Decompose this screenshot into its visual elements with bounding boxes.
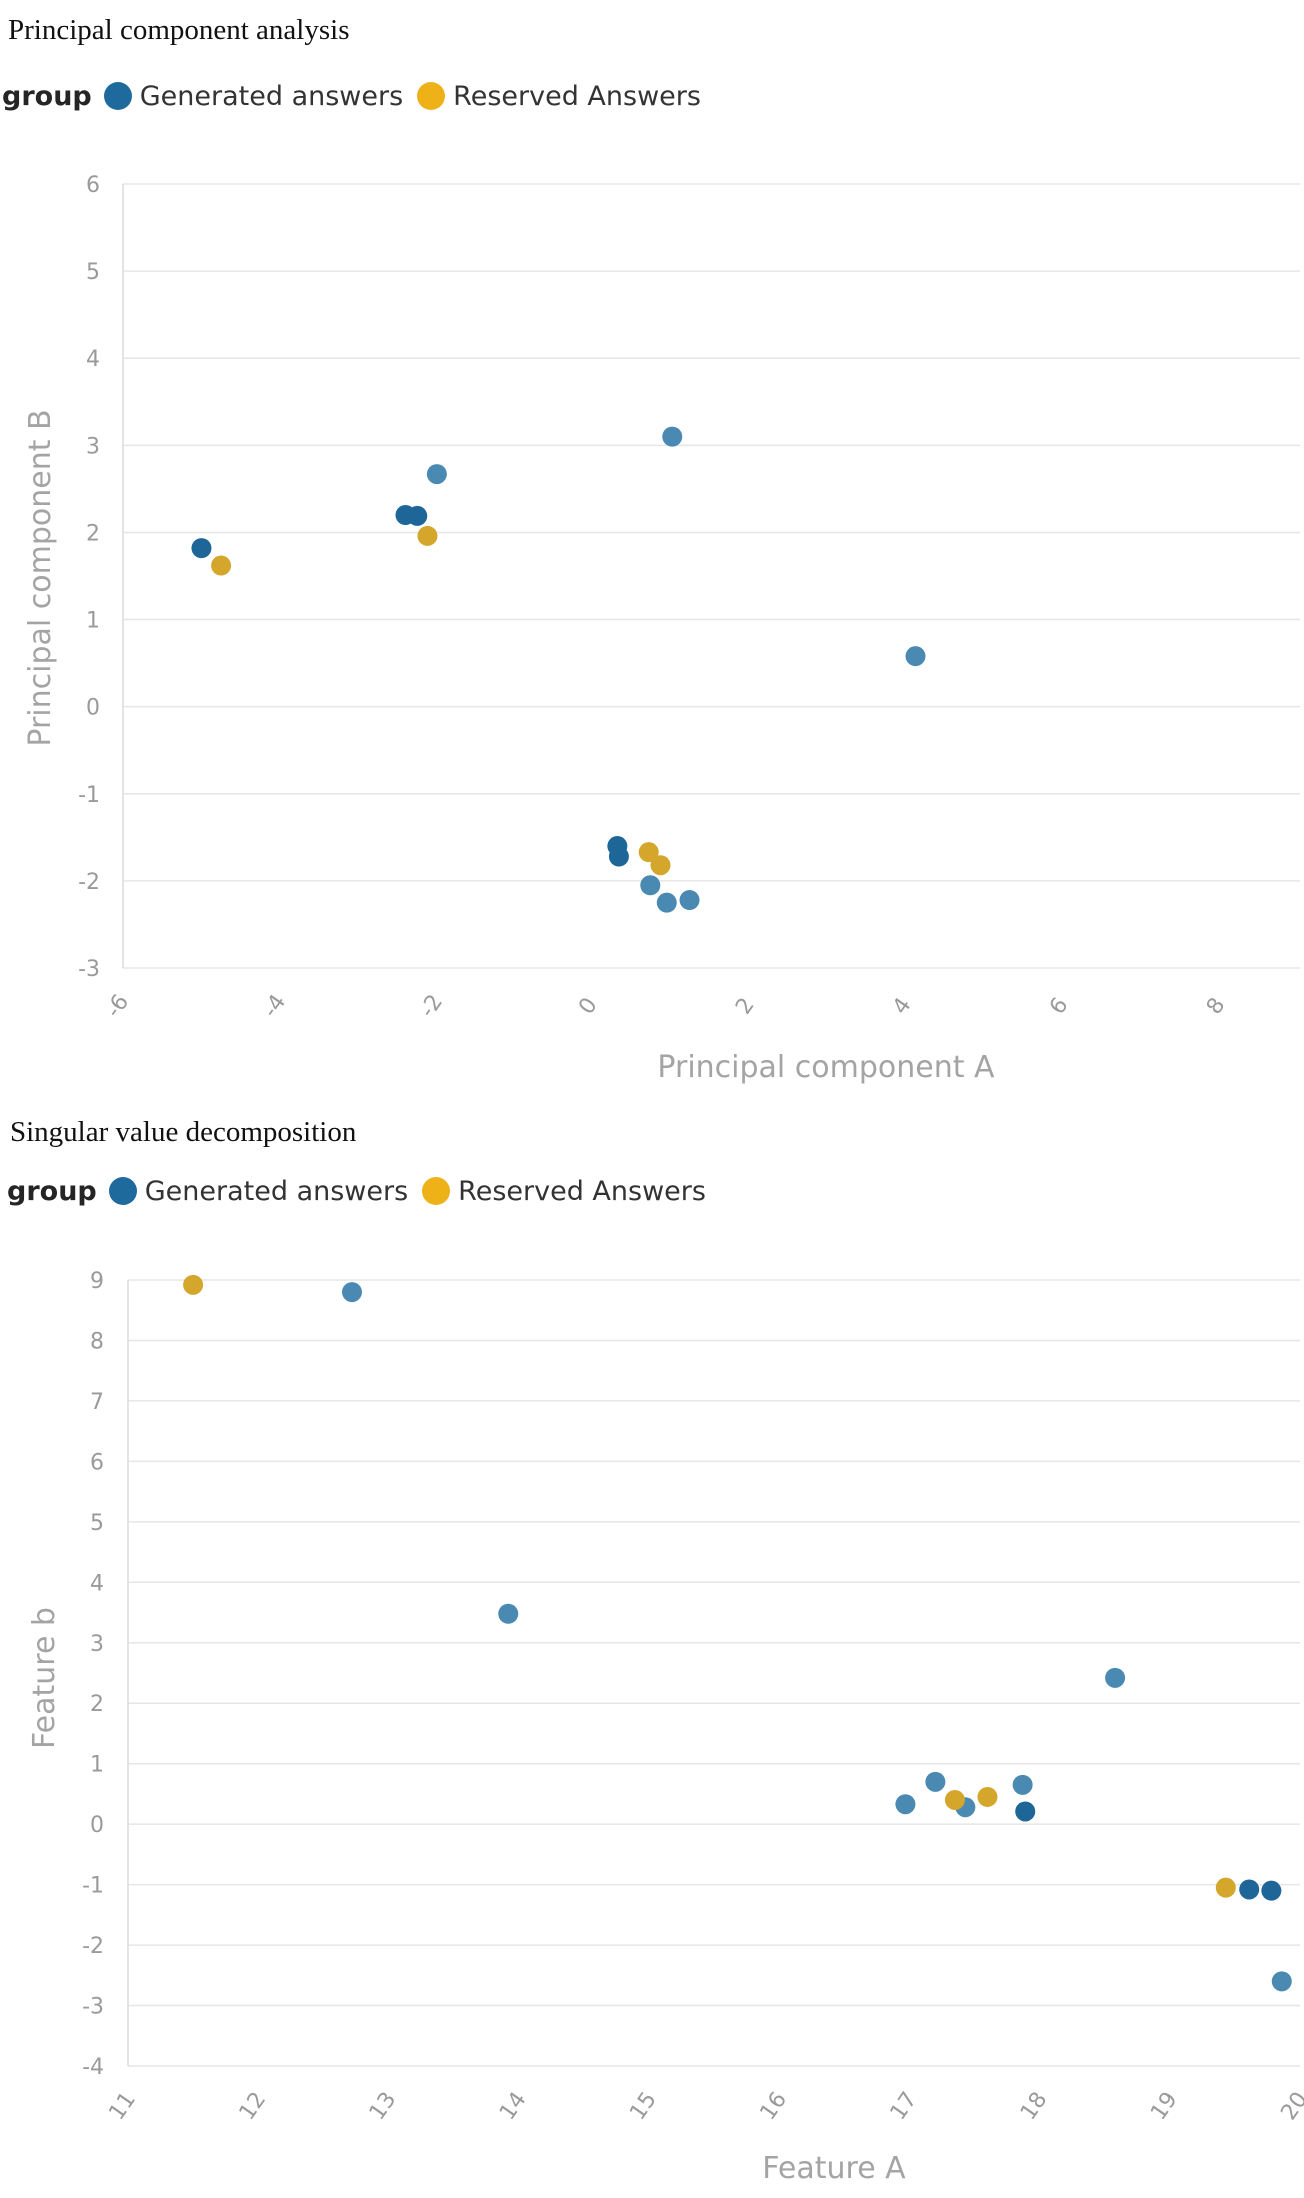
y-tick-label: 4 [86,347,100,372]
chart-title: Principal component analysis [8,14,350,46]
x-tick-label: 4 [888,993,917,1019]
reserved-answer-point[interactable] [1215,1877,1236,1898]
reserved-answer-point[interactable] [977,1786,998,1807]
generated-answer-point[interactable] [341,1282,362,1303]
y-tick-label: 3 [86,434,100,459]
reserved-answer-point[interactable] [944,1789,965,1810]
x-tick-label: 11 [104,2088,141,2125]
legend-item-reserved[interactable]: Reserved Answers [417,81,701,112]
generated-answer-point[interactable] [498,1603,519,1624]
x-tick-label: -6 [101,990,134,1022]
x-tick-label: 13 [365,2088,402,2125]
y-axis-title: Principal component B [23,409,58,746]
x-tick-label: 18 [1016,2088,1053,2125]
pca-chart-panel: Principal component analysis group Gener… [0,0,1304,1090]
x-tick-label: 16 [756,2088,793,2125]
x-tick-label: 19 [1146,2088,1183,2125]
pca-scatter-plot: -3 -2 -1 0 1 2 3 4 5 6 -6 -4 -2 0 2 4 6 8 Principal compon… [23,173,1300,1085]
y-tick-label: -4 [82,2055,104,2080]
legend-label-reserved: Reserved Answers [453,80,701,112]
legend-label-reserved: Reserved Answers [458,1175,706,1207]
generated-answer-point[interactable] [191,538,212,559]
chart-title: Singular value decomposition [10,1116,357,1148]
y-axis-title: Feature b [27,1607,62,1749]
generated-answer-point[interactable] [1271,1971,1292,1992]
y-tick-label: 2 [86,521,100,546]
y-tick-label: 0 [86,696,100,721]
reserved-answer-point[interactable] [183,1274,204,1295]
generated-answer-point[interactable] [656,892,677,913]
y-tick-label: 3 [90,1632,104,1657]
legend-item-generated[interactable]: Generated answers [103,80,404,112]
generated-answer-point[interactable] [1015,1801,1036,1822]
generated-answer-point[interactable] [895,1794,916,1815]
y-tick-label: -2 [78,870,100,895]
reserved-answer-point[interactable] [211,555,232,576]
generated-answer-point[interactable] [640,875,661,896]
x-tick-label: 6 [1045,993,1074,1019]
generated-answer-point[interactable] [662,426,683,447]
generated-answer-point[interactable] [905,646,926,667]
generated-answer-point[interactable] [1105,1667,1126,1688]
generated-answer-point[interactable] [407,505,428,526]
y-tick-label: 2 [90,1692,104,1717]
y-tick-label: 0 [90,1813,104,1838]
x-axis-title: Principal component A [657,1050,995,1085]
y-tick-label: 9 [90,1269,104,1294]
generated-answer-point[interactable] [1012,1774,1033,1795]
y-tick-label: 1 [86,609,100,634]
y-tick-label: -1 [82,1874,104,1899]
generated-answer-point[interactable] [679,890,700,911]
x-tick-label: 15 [625,2088,662,2125]
x-tick-label: 0 [574,993,603,1019]
y-tick-label: 5 [90,1511,104,1536]
legend: group Generated answers Reserved Answers [7,1173,720,1209]
legend-swatch-reserved [422,1177,451,1205]
legend-label-generated: Generated answers [144,1175,409,1207]
y-tick-label: 4 [90,1571,104,1596]
legend-item-generated[interactable]: Generated answers [108,1175,409,1207]
reserved-answer-point[interactable] [650,855,671,876]
x-axis-title: Feature A [762,2151,906,2186]
legend-label-generated: Generated answers [139,80,404,112]
generated-answer-point[interactable] [1261,1880,1282,1901]
generated-answer-point[interactable] [1239,1879,1260,1900]
x-tick-label: 2 [731,993,760,1019]
y-tick-label: -3 [78,957,100,982]
y-tick-label: -1 [78,783,100,808]
legend-swatch-generated [108,1177,137,1205]
x-tick-label: 17 [886,2088,923,2125]
x-tick-label: -4 [258,990,291,1022]
x-tick-label: 14 [495,2088,532,2125]
x-tick-label: 20 [1276,2088,1304,2125]
y-tick-label: 1 [90,1753,104,1778]
legend-swatch-reserved [417,82,446,110]
svd-chart-panel: Singular value decomposition group Gener… [0,1100,1304,2198]
generated-answer-point[interactable] [608,846,629,867]
x-tick-label: 8 [1202,993,1231,1019]
y-tick-label: 8 [90,1329,104,1354]
reserved-answer-point[interactable] [417,525,438,546]
legend-title: group [2,80,92,112]
y-tick-label: 6 [90,1450,104,1475]
x-tick-label: -2 [415,990,448,1022]
reserved-answer-point[interactable] [638,842,659,863]
x-tick-label: 12 [235,2088,272,2125]
y-tick-label: -2 [82,1934,104,1959]
y-tick-label: 6 [86,173,100,198]
generated-answer-point[interactable] [426,464,447,485]
legend-item-reserved[interactable]: Reserved Answers [422,1176,706,1207]
y-tick-label: 5 [86,260,100,285]
y-tick-label: -3 [82,1995,104,2020]
legend: group Generated answers Reserved Answers [2,78,715,114]
y-tick-label: 7 [90,1390,104,1415]
generated-answer-point[interactable] [925,1771,946,1792]
legend-title: group [7,1175,97,1207]
legend-swatch-generated [103,82,132,110]
